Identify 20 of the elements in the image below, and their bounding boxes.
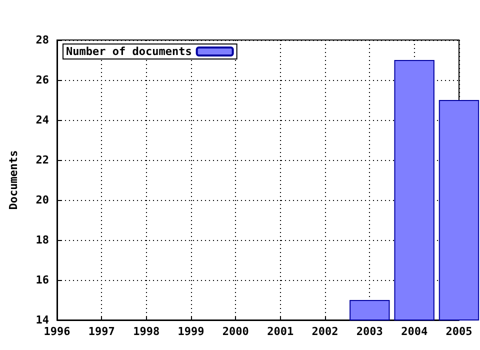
x-tick-label: 2000 <box>222 325 249 338</box>
y-tick-label: 26 <box>36 74 50 86</box>
y-tick-label: 20 <box>36 194 49 206</box>
x-tick-label: 2005 <box>446 325 472 338</box>
x-tick-label: 1996 <box>44 325 71 338</box>
x-tick-label: 1999 <box>178 325 204 338</box>
y-tick-label: 28 <box>36 34 49 46</box>
y-tick-label: 14 <box>36 314 50 326</box>
legend-label: Number of documents <box>66 45 192 58</box>
x-tick-label: 2001 <box>267 325 294 338</box>
x-tick-label: 1998 <box>133 325 160 338</box>
x-tick-label: 2004 <box>401 325 428 338</box>
y-tick-label: 16 <box>36 274 50 286</box>
y-axis-title: Documents <box>7 150 20 210</box>
y-tick-label: 24 <box>36 114 50 126</box>
x-tick-label: 1997 <box>88 325 115 338</box>
y-tick-label: 22 <box>36 154 49 166</box>
y-tick-label: 18 <box>36 234 49 246</box>
x-tick-label: 2002 <box>312 325 338 338</box>
x-tick-label: 2003 <box>356 325 383 338</box>
